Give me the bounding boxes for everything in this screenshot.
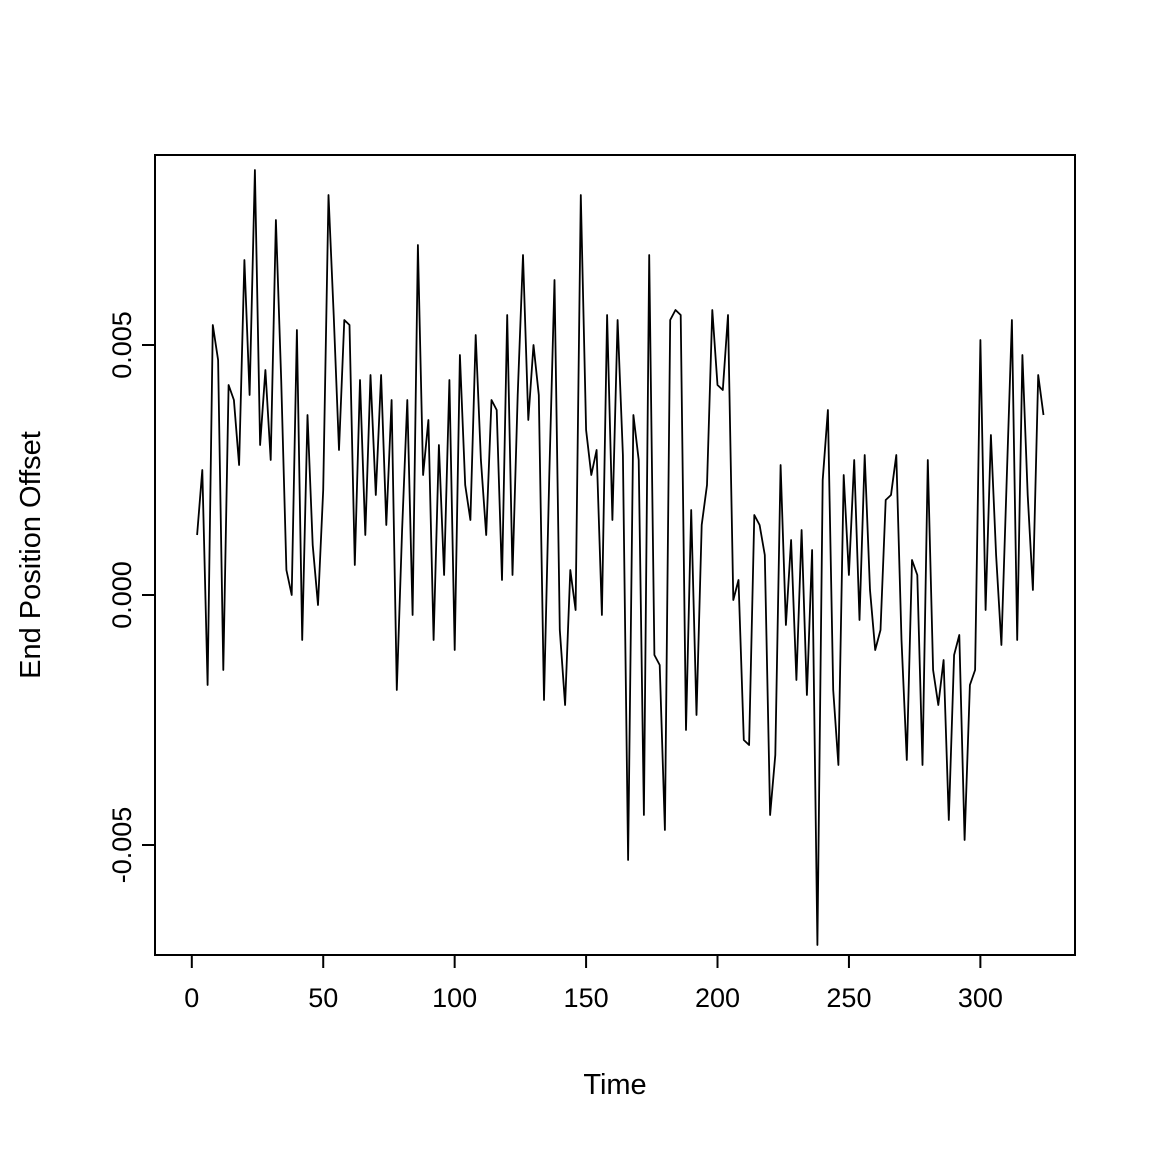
series-line xyxy=(196,169,1045,946)
x-tick-label: 0 xyxy=(184,983,199,1013)
x-tick-label: 200 xyxy=(695,983,740,1013)
y-tick-label: 0.000 xyxy=(107,561,137,629)
y-tick-label: -0.005 xyxy=(107,807,137,884)
x-tick-label: 50 xyxy=(308,983,338,1013)
x-tick-label: 100 xyxy=(432,983,477,1013)
x-axis: 0 50 100 150 200 250 300 xyxy=(184,955,1003,1013)
plot-border xyxy=(154,154,1076,956)
x-axis-title: Time xyxy=(583,1069,646,1101)
data-series xyxy=(196,169,1045,946)
y-axis-title: End Position Offset xyxy=(15,431,47,679)
x-tick-label: 300 xyxy=(958,983,1003,1013)
y-tick-label: 0.005 xyxy=(107,311,137,379)
x-tick-label: 250 xyxy=(826,983,871,1013)
y-axis: -0.005 0.000 0.005 xyxy=(107,311,155,883)
x-tick-label: 150 xyxy=(564,983,609,1013)
